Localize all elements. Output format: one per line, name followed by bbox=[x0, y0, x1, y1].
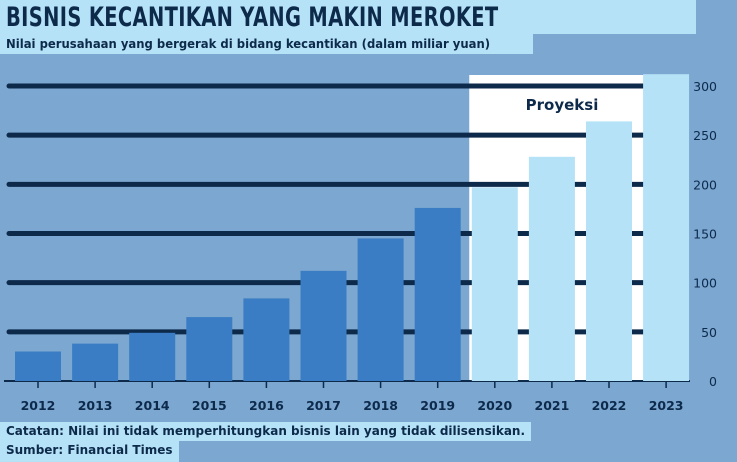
x-tick-label: 2021 bbox=[535, 398, 570, 413]
x-tick-label: 2015 bbox=[192, 398, 227, 413]
bar bbox=[186, 317, 233, 381]
x-tick-label: 2012 bbox=[21, 398, 56, 413]
x-tick-label: 2019 bbox=[420, 398, 455, 413]
bar bbox=[243, 298, 290, 381]
bar-projected bbox=[586, 121, 632, 382]
bar bbox=[414, 207, 461, 381]
y-tick-label: 100 bbox=[693, 276, 717, 291]
bar bbox=[300, 270, 347, 381]
source-credit: Sumber: Financial Times bbox=[6, 443, 173, 457]
y-tick-label: 150 bbox=[693, 227, 717, 242]
y-tick-label: 250 bbox=[693, 128, 717, 143]
bar bbox=[357, 238, 404, 381]
y-tick-label: 300 bbox=[693, 79, 717, 94]
title-banner: BISNIS KECANTIKAN YANG MAKIN MEROKET bbox=[0, 0, 697, 34]
bar bbox=[129, 332, 176, 381]
bar bbox=[72, 343, 119, 381]
projection-label: Proyeksi bbox=[526, 96, 599, 114]
source-banner: Sumber: Financial Times bbox=[0, 441, 179, 462]
x-tick-label: 2016 bbox=[249, 398, 284, 413]
bar-projected bbox=[643, 74, 690, 381]
bar-projected bbox=[528, 156, 575, 381]
x-tick-label: 2014 bbox=[135, 398, 170, 413]
bar-projected bbox=[471, 187, 518, 381]
x-tick-label: 2023 bbox=[649, 398, 684, 413]
chart-subtitle: Nilai perusahaan yang bergerak di bidang… bbox=[6, 36, 491, 51]
note-banner: Catatan: Nilai ini tidak memperhitungkan… bbox=[0, 422, 532, 441]
x-tick-label: 2022 bbox=[592, 398, 627, 413]
footnote: Catatan: Nilai ini tidak memperhitungkan… bbox=[6, 424, 526, 438]
x-tick-label: 2017 bbox=[306, 398, 341, 413]
x-tick-label: 2020 bbox=[477, 398, 512, 413]
y-tick-label: 50 bbox=[701, 325, 717, 340]
y-tick-label: 200 bbox=[693, 177, 717, 192]
chart-title: BISNIS KECANTIKAN YANG MAKIN MEROKET bbox=[6, 2, 499, 33]
x-tick-label: 2013 bbox=[78, 398, 113, 413]
bar bbox=[15, 351, 61, 381]
subtitle-banner: Nilai perusahaan yang bergerak di bidang… bbox=[0, 34, 533, 54]
y-tick-label: 0 bbox=[709, 374, 717, 389]
x-tick-label: 2018 bbox=[363, 398, 398, 413]
